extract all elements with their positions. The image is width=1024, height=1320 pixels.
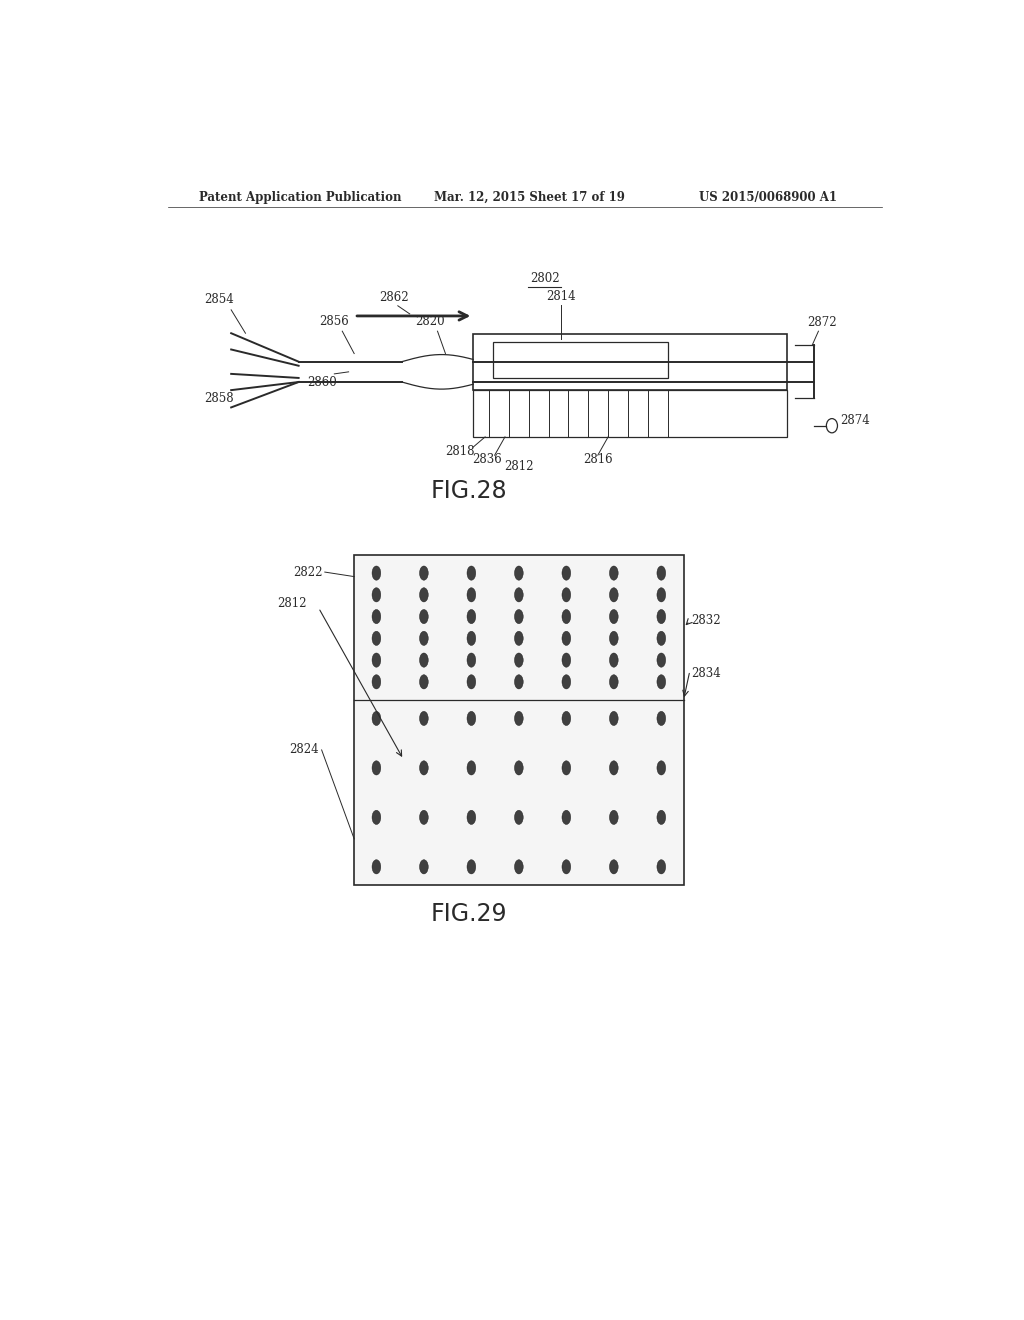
- Text: 2820: 2820: [415, 315, 444, 329]
- Ellipse shape: [562, 859, 570, 874]
- Ellipse shape: [514, 711, 523, 726]
- Ellipse shape: [657, 711, 666, 726]
- Ellipse shape: [562, 566, 570, 581]
- Ellipse shape: [609, 675, 618, 689]
- Text: 2814: 2814: [546, 289, 575, 302]
- Ellipse shape: [609, 610, 618, 624]
- Text: 2856: 2856: [319, 315, 349, 329]
- Bar: [473, 391, 786, 437]
- Text: US 2015/0068900 A1: US 2015/0068900 A1: [699, 191, 838, 203]
- Bar: [494, 342, 668, 378]
- Text: 2858: 2858: [205, 392, 234, 405]
- Ellipse shape: [420, 631, 428, 645]
- Ellipse shape: [420, 610, 428, 624]
- Text: FIG.28: FIG.28: [431, 479, 508, 503]
- Ellipse shape: [467, 859, 476, 874]
- Ellipse shape: [420, 810, 428, 825]
- Ellipse shape: [562, 587, 570, 602]
- Text: 2822: 2822: [293, 565, 323, 578]
- Ellipse shape: [514, 675, 523, 689]
- Ellipse shape: [657, 653, 666, 667]
- Ellipse shape: [372, 760, 381, 775]
- Text: 2824: 2824: [289, 743, 318, 756]
- Ellipse shape: [467, 631, 476, 645]
- Ellipse shape: [420, 587, 428, 602]
- Text: 2802: 2802: [529, 272, 559, 285]
- Text: 2872: 2872: [808, 317, 838, 329]
- Ellipse shape: [657, 760, 666, 775]
- Ellipse shape: [657, 610, 666, 624]
- Ellipse shape: [562, 653, 570, 667]
- Ellipse shape: [609, 760, 618, 775]
- Ellipse shape: [562, 760, 570, 775]
- Ellipse shape: [372, 810, 381, 825]
- Ellipse shape: [372, 711, 381, 726]
- Ellipse shape: [372, 859, 381, 874]
- Ellipse shape: [514, 653, 523, 667]
- Ellipse shape: [467, 760, 476, 775]
- Ellipse shape: [514, 610, 523, 624]
- Ellipse shape: [609, 859, 618, 874]
- Ellipse shape: [609, 810, 618, 825]
- Ellipse shape: [372, 653, 381, 667]
- Ellipse shape: [467, 653, 476, 667]
- Text: 2836: 2836: [472, 453, 502, 466]
- Ellipse shape: [420, 711, 428, 726]
- Ellipse shape: [467, 587, 476, 602]
- Ellipse shape: [420, 760, 428, 775]
- Ellipse shape: [609, 653, 618, 667]
- Ellipse shape: [467, 675, 476, 689]
- Ellipse shape: [514, 631, 523, 645]
- Ellipse shape: [420, 859, 428, 874]
- Ellipse shape: [609, 587, 618, 602]
- Text: 2854: 2854: [205, 293, 234, 306]
- Ellipse shape: [657, 810, 666, 825]
- Bar: [473, 334, 786, 391]
- Text: 2874: 2874: [840, 414, 869, 428]
- Ellipse shape: [514, 810, 523, 825]
- Ellipse shape: [562, 610, 570, 624]
- Text: Mar. 12, 2015 Sheet 17 of 19: Mar. 12, 2015 Sheet 17 of 19: [433, 191, 625, 203]
- Text: 2862: 2862: [379, 290, 409, 304]
- Ellipse shape: [562, 675, 570, 689]
- Ellipse shape: [372, 566, 381, 581]
- Ellipse shape: [562, 631, 570, 645]
- Ellipse shape: [372, 610, 381, 624]
- Ellipse shape: [372, 631, 381, 645]
- Ellipse shape: [420, 566, 428, 581]
- Ellipse shape: [372, 675, 381, 689]
- Ellipse shape: [514, 566, 523, 581]
- Ellipse shape: [609, 711, 618, 726]
- Text: 2812: 2812: [278, 597, 306, 610]
- Text: 2818: 2818: [445, 445, 474, 458]
- Text: FIG.29: FIG.29: [431, 903, 508, 927]
- Ellipse shape: [467, 610, 476, 624]
- Text: Patent Application Publication: Patent Application Publication: [200, 191, 402, 203]
- Ellipse shape: [467, 810, 476, 825]
- Text: 2832: 2832: [691, 614, 721, 627]
- Ellipse shape: [657, 566, 666, 581]
- Text: 2834: 2834: [691, 667, 721, 680]
- Ellipse shape: [562, 810, 570, 825]
- Ellipse shape: [609, 631, 618, 645]
- Ellipse shape: [514, 760, 523, 775]
- Ellipse shape: [657, 675, 666, 689]
- Ellipse shape: [657, 859, 666, 874]
- Ellipse shape: [467, 566, 476, 581]
- Ellipse shape: [467, 711, 476, 726]
- Text: 2816: 2816: [583, 453, 612, 466]
- Ellipse shape: [514, 587, 523, 602]
- Ellipse shape: [657, 631, 666, 645]
- Ellipse shape: [609, 566, 618, 581]
- Ellipse shape: [372, 587, 381, 602]
- Ellipse shape: [420, 675, 428, 689]
- Ellipse shape: [514, 859, 523, 874]
- Ellipse shape: [562, 711, 570, 726]
- Text: 2860: 2860: [307, 376, 337, 389]
- Text: 2812: 2812: [504, 461, 534, 474]
- Ellipse shape: [420, 653, 428, 667]
- Ellipse shape: [657, 587, 666, 602]
- Bar: [354, 554, 684, 886]
